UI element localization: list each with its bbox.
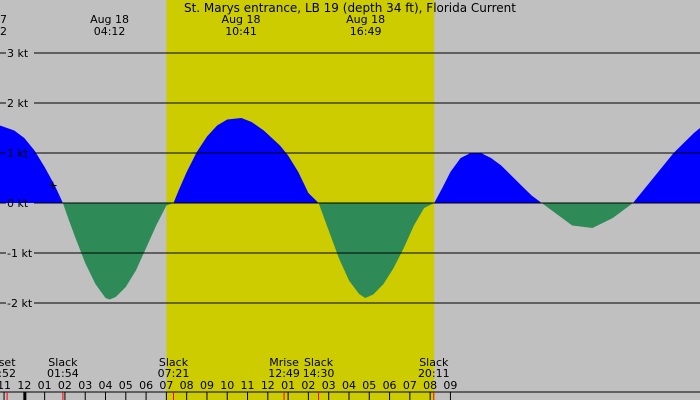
y-tick-label: -1 kt	[7, 247, 33, 260]
hour-label: 08	[423, 379, 437, 392]
hour-label: 05	[362, 379, 376, 392]
hour-label: 08	[180, 379, 194, 392]
hour-label: 04	[342, 379, 356, 392]
extreme-time-label: 10:41	[225, 25, 257, 38]
hour-label: 10	[220, 379, 234, 392]
hour-label: 09	[200, 379, 214, 392]
hour-label: 12	[17, 379, 31, 392]
hour-axis: 11 12 01 02 03 04 05 06 07 08 09 10 11 12 01 02 03 04 05 06…	[0, 379, 700, 400]
extreme-date-label: Aug 18	[346, 13, 385, 26]
event-labels: set:52Slack01:54Slack07:21Mrise12:49Slac…	[0, 356, 450, 380]
extreme-time-label: 04:12	[94, 25, 126, 38]
event-name-label: Slack	[419, 356, 449, 369]
y-tick-label: 3 kt	[7, 47, 29, 60]
hour-label: 07	[159, 379, 173, 392]
midnight-marker	[23, 392, 27, 400]
y-tick-labels: 3 kt 2 kt 1 kt 0 kt -1 kt -2 kt	[7, 47, 33, 310]
hour-label: 02	[301, 379, 315, 392]
extreme-time-label: 16:49	[350, 25, 382, 38]
hour-label: 01	[281, 379, 295, 392]
extreme-date-label: Aug 18	[90, 13, 129, 26]
hour-label: 12	[261, 379, 275, 392]
left-partial-label: 7	[0, 13, 7, 26]
hour-label: 02	[58, 379, 72, 392]
hour-label: 01	[38, 379, 52, 392]
plus-marker: +	[48, 179, 58, 193]
event-name-label: Slack	[48, 356, 78, 369]
event-time-label: 07:21	[158, 367, 190, 380]
hour-label: 07	[403, 379, 417, 392]
hour-label: 03	[78, 379, 92, 392]
chart-title: St. Marys entrance, LB 19 (depth 34 ft),…	[184, 1, 516, 15]
extreme-date-label: Aug 18	[222, 13, 261, 26]
gridlines	[0, 52, 700, 304]
event-name-label: Slack	[159, 356, 189, 369]
y-tick-label: 0 kt	[7, 197, 29, 210]
event-time-label: 20:11	[418, 367, 450, 380]
event-time-label: :52	[0, 367, 16, 380]
current-area: +	[0, 118, 700, 300]
hour-label: 06	[139, 379, 153, 392]
event-time-label: 14:30	[303, 367, 335, 380]
event-name-label: Mrise	[269, 356, 299, 369]
y-tick-label: 2 kt	[7, 97, 29, 110]
event-time-label: 12:49	[268, 367, 300, 380]
hour-label: 05	[119, 379, 133, 392]
hour-label: 11	[0, 379, 11, 392]
hour-label: 03	[322, 379, 336, 392]
ebb-area	[62, 203, 633, 300]
hour-label: 09	[443, 379, 457, 392]
y-tick-label: 1 kt	[7, 147, 29, 160]
event-time-label: 01:54	[47, 367, 79, 380]
hour-label: 06	[383, 379, 397, 392]
left-partial-label: 2	[0, 25, 7, 38]
hour-label: 11	[241, 379, 255, 392]
event-name-label: Slack	[304, 356, 334, 369]
event-name-label: set	[0, 356, 16, 369]
y-tick-label: -2 kt	[7, 297, 33, 310]
hour-label: 04	[99, 379, 113, 392]
